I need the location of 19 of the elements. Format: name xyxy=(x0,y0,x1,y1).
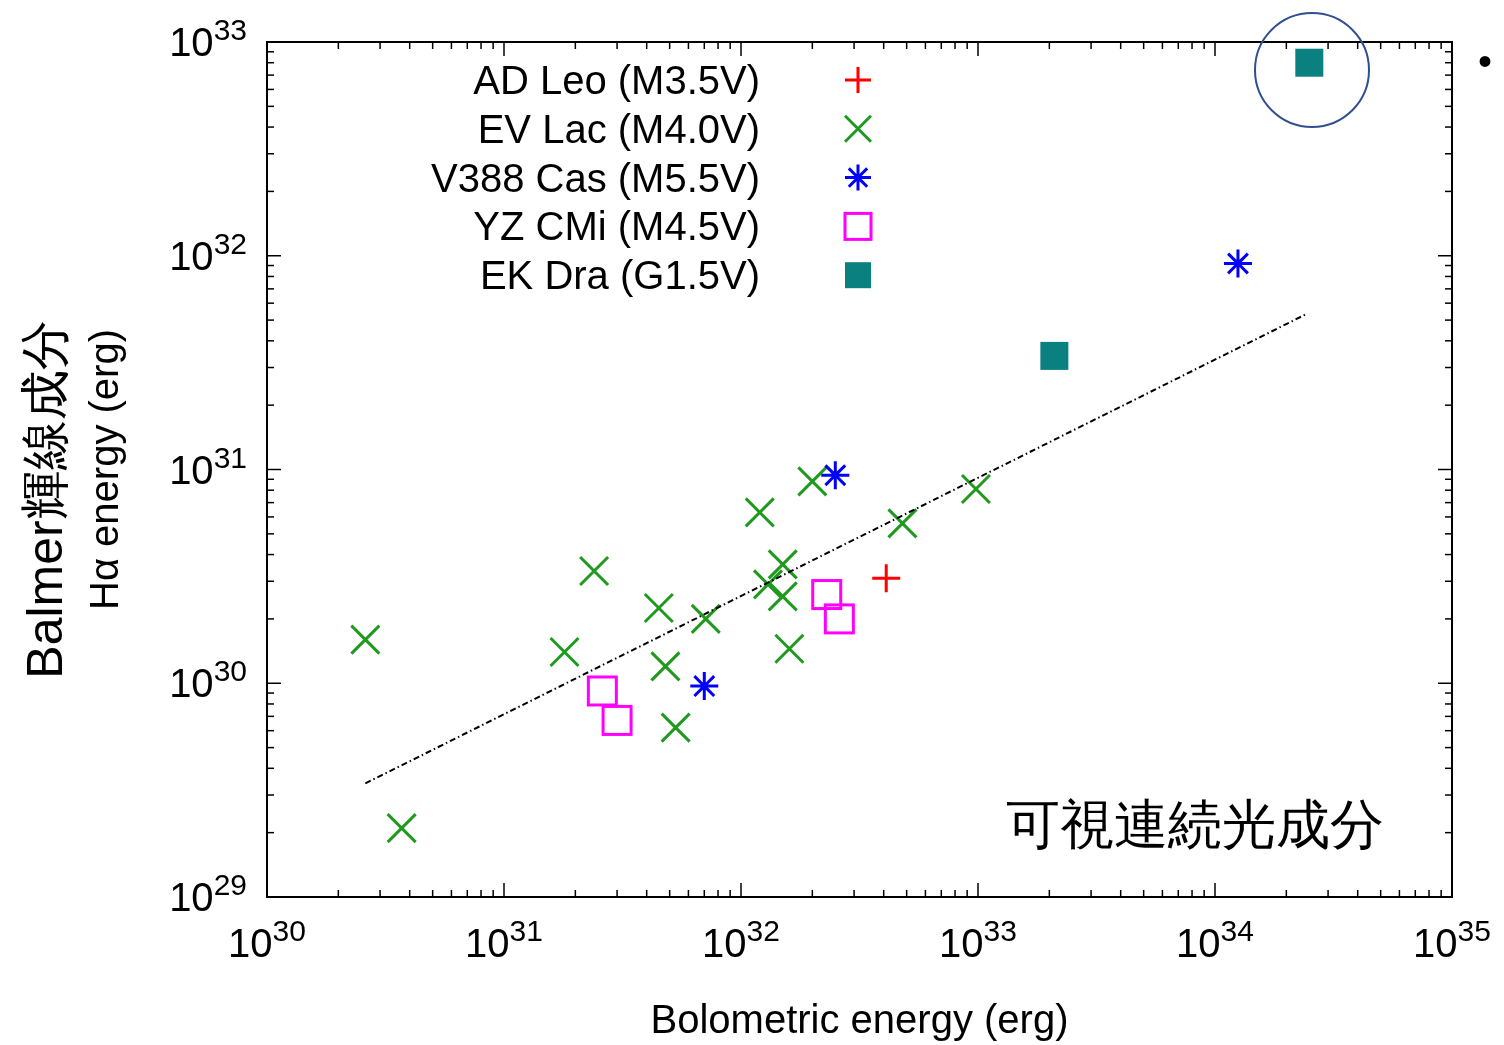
legend-label: V388 Cas (M5.5V) xyxy=(430,155,760,200)
text: Balmer輝線成分 xyxy=(17,320,73,679)
x-tick-label: 10$^{31}$ xyxy=(465,913,543,965)
legend-label: EK Dra (G1.5V) xyxy=(479,253,760,298)
y-tick-label: 10$^{30}$ xyxy=(169,653,247,706)
x-tick-label: 10$^{35}$ xyxy=(1413,913,1491,965)
y-tick-label: 10$^{31}$ xyxy=(169,440,247,492)
annotation: 可視連続光成分 xyxy=(1006,794,1384,854)
x-tick-label: 10$^{34}$ xyxy=(1176,913,1254,965)
x-axis-title: Bolometric energy (erg) xyxy=(650,997,1069,1041)
legend-label: EV Lac (M4.0V) xyxy=(477,106,760,151)
x-tick-label: 10$^{33}$ xyxy=(939,913,1017,965)
y-axis-title: Hα energy (erg) xyxy=(82,329,126,610)
x-tick-label: 10$^{32}$ xyxy=(702,913,780,965)
y-tick-label: 10$^{33}$ xyxy=(169,12,247,64)
y-tick-label: 10$^{32}$ xyxy=(169,226,247,278)
legend-label: YZ CMi (M4.5V) xyxy=(473,204,760,249)
legend-label: AD Leo (M3.5V) xyxy=(473,58,760,102)
text: • xyxy=(1477,39,1493,83)
